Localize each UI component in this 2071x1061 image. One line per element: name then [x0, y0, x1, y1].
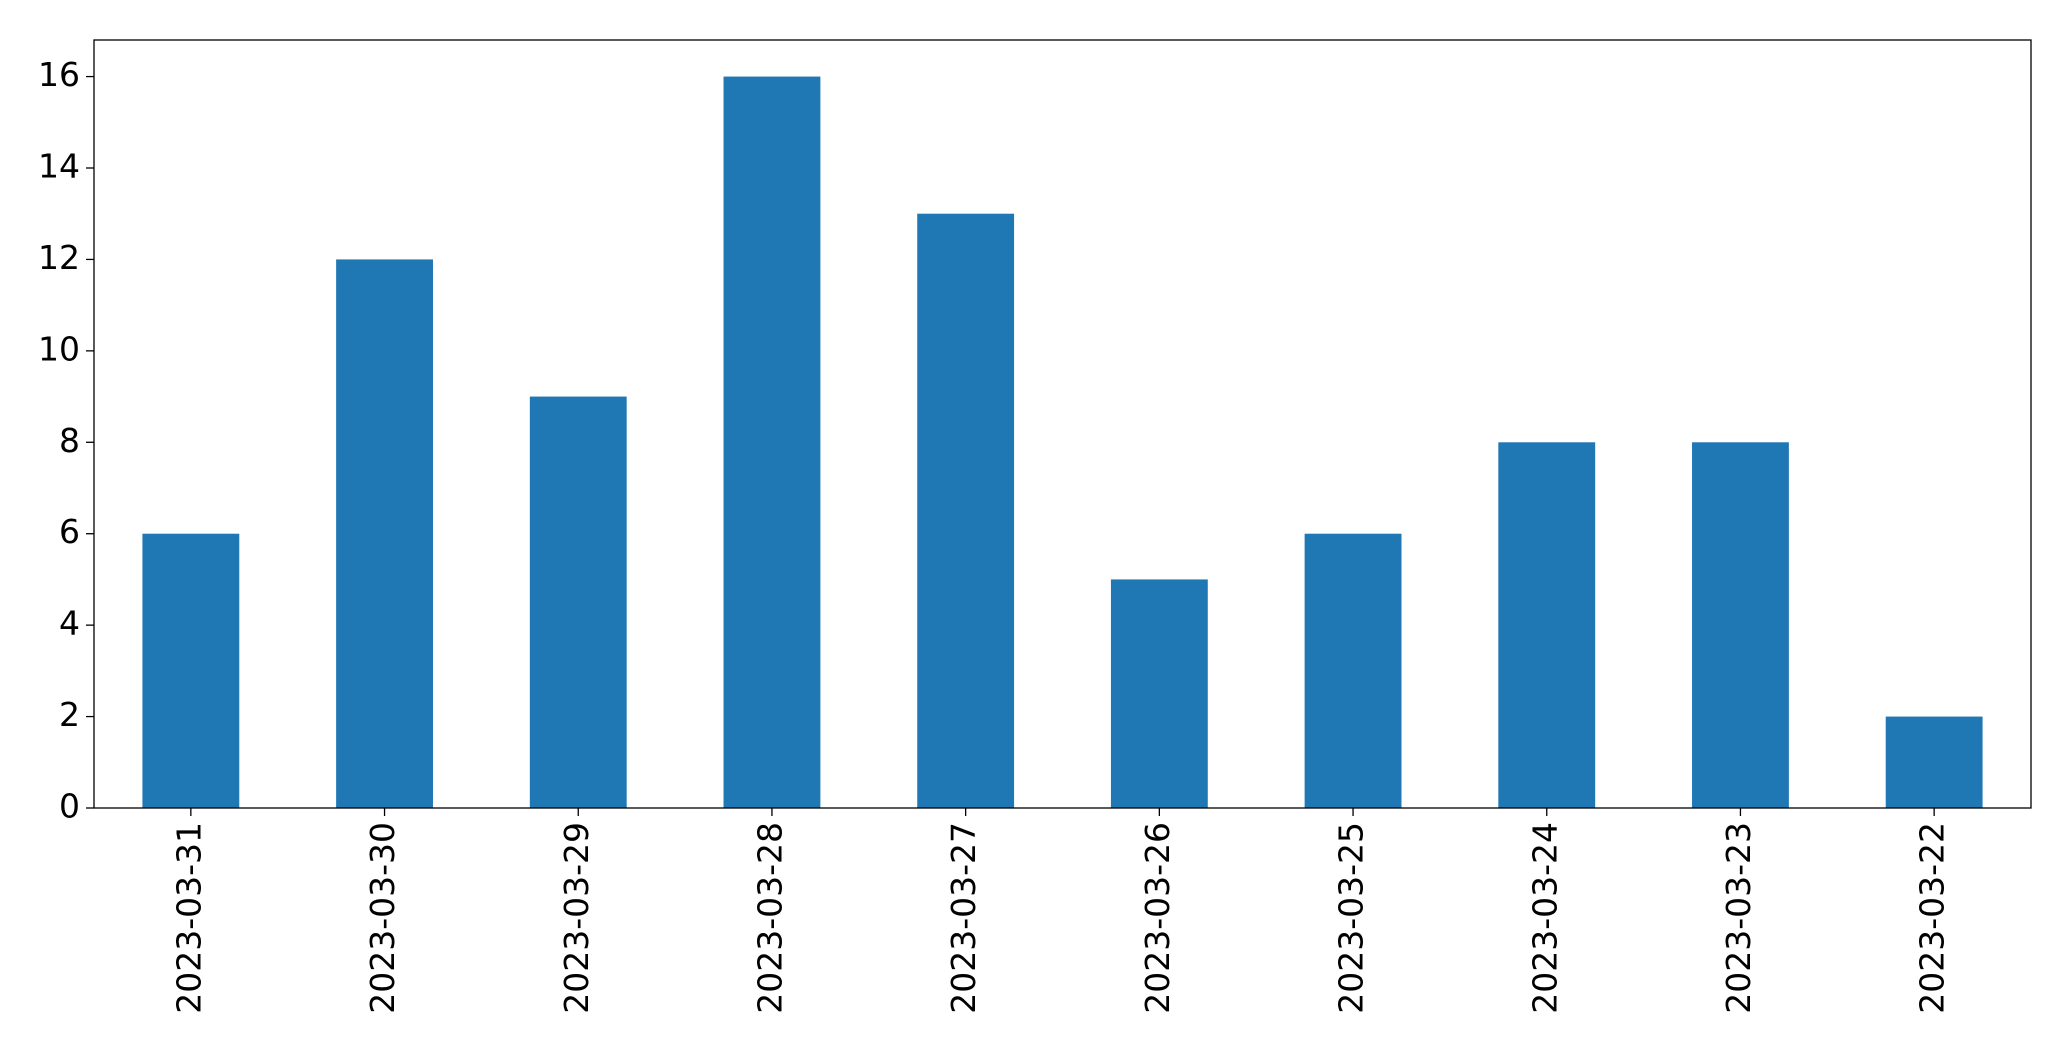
- y-tick-label: 0: [59, 787, 80, 826]
- x-tick-label: 2023-03-24: [1525, 822, 1564, 1014]
- x-tick-label: 2023-03-23: [1719, 822, 1758, 1014]
- y-tick-label: 4: [59, 604, 80, 643]
- bar: [336, 259, 433, 808]
- x-tick-label: 2023-03-27: [944, 822, 983, 1014]
- bar: [1304, 533, 1402, 808]
- x-tick-label: 2023-03-22: [1913, 822, 1952, 1014]
- plot-frame: [93, 39, 2032, 809]
- x-tick-label: 2023-03-29: [557, 822, 596, 1014]
- y-tick-label: 8: [59, 421, 80, 460]
- bar: [1692, 442, 1789, 808]
- bar: [723, 76, 821, 809]
- y-tick-label: 14: [38, 147, 80, 186]
- bar: [142, 533, 240, 808]
- y-tick-label: 12: [38, 238, 80, 277]
- bar: [1498, 442, 1596, 808]
- bar: [917, 213, 1015, 808]
- x-tick-label: 2023-03-25: [1332, 822, 1371, 1014]
- x-tick-label: 2023-03-30: [363, 822, 402, 1014]
- y-tick-label: 16: [38, 55, 80, 94]
- x-tick-label: 2023-03-28: [750, 822, 789, 1014]
- bar: [529, 396, 627, 808]
- y-tick-label: 6: [59, 512, 80, 551]
- y-tick-label: 10: [38, 329, 80, 368]
- y-tick-label: 2: [59, 695, 80, 734]
- x-tick-label: 2023-03-26: [1138, 822, 1177, 1014]
- bar: [1885, 716, 1983, 808]
- bar: [1110, 579, 1208, 808]
- x-tick-label: 2023-03-31: [169, 822, 208, 1014]
